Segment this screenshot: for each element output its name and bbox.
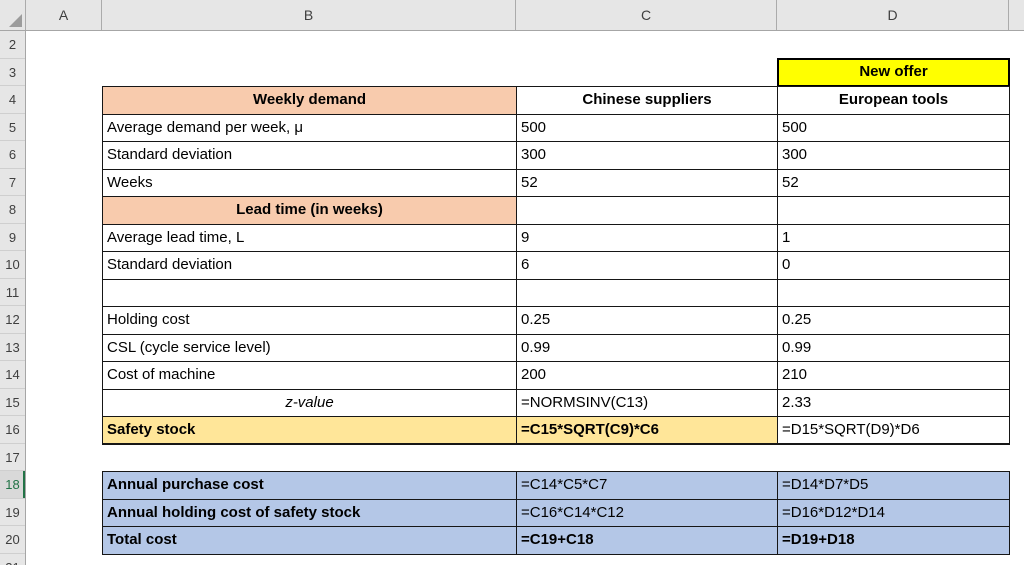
cell-c15[interactable]: =NORMSINV(C13) <box>517 389 778 417</box>
row-header-7[interactable]: 7 <box>0 169 25 196</box>
cell-c7[interactable]: 52 <box>517 169 778 197</box>
sheet-canvas: New offer Weekly demand Chinese supplier… <box>26 31 1024 565</box>
row-header-9[interactable]: 9 <box>0 224 25 251</box>
select-all-corner[interactable] <box>0 0 26 30</box>
cell-c18[interactable]: =C14*C5*C7 <box>517 472 778 500</box>
cell-b10[interactable]: Standard deviation <box>103 252 517 280</box>
row-header-21[interactable]: 21 <box>0 554 25 565</box>
cell-d9[interactable]: 1 <box>778 224 1010 252</box>
cell-d4[interactable]: European tools <box>778 87 1010 115</box>
cell-c20[interactable]: =C19+C18 <box>517 527 778 555</box>
cell-d3[interactable]: New offer <box>777 58 1010 87</box>
cell-d19[interactable]: =D16*D12*D14 <box>778 499 1010 527</box>
row-header-6[interactable]: 6 <box>0 141 25 169</box>
cell-c19[interactable]: =C16*C14*C12 <box>517 499 778 527</box>
cell-b15[interactable]: z-value <box>103 389 517 417</box>
row-header-2[interactable]: 2 <box>0 31 25 59</box>
cell-d12[interactable]: 0.25 <box>778 307 1010 335</box>
column-header-c[interactable]: C <box>516 0 777 30</box>
cell-d13[interactable]: 0.99 <box>778 334 1010 362</box>
row-header-17[interactable]: 17 <box>0 444 25 471</box>
cell-c10[interactable]: 6 <box>517 252 778 280</box>
row-header-14[interactable]: 14 <box>0 361 25 389</box>
cell-b4[interactable]: Weekly demand <box>103 87 517 115</box>
row-header-5[interactable]: 5 <box>0 114 25 141</box>
cost-summary-table: Annual purchase cost =C14*C5*C7 =D14*D7*… <box>102 471 1010 555</box>
parameters-table: Weekly demand Chinese suppliers European… <box>102 86 1010 445</box>
row-header-13[interactable]: 13 <box>0 334 25 361</box>
row-header-12[interactable]: 12 <box>0 306 25 334</box>
row-header-20[interactable]: 20 <box>0 526 25 554</box>
cell-b12[interactable]: Holding cost <box>103 307 517 335</box>
cell-b11[interactable] <box>103 279 517 307</box>
cell-b7[interactable]: Weeks <box>103 169 517 197</box>
cell-c4[interactable]: Chinese suppliers <box>517 87 778 115</box>
row-header-8[interactable]: 8 <box>0 196 25 224</box>
row-header-16[interactable]: 16 <box>0 416 25 444</box>
row-header-3[interactable]: 3 <box>0 59 25 86</box>
cell-c13[interactable]: 0.99 <box>517 334 778 362</box>
cell-d16[interactable]: =D15*SQRT(D9)*D6 <box>778 417 1010 445</box>
cell-d7[interactable]: 52 <box>778 169 1010 197</box>
cell-d6[interactable]: 300 <box>778 142 1010 170</box>
row-header-10[interactable]: 10 <box>0 251 25 279</box>
cell-c11[interactable] <box>517 279 778 307</box>
select-all-triangle-icon <box>9 14 22 27</box>
cell-d15[interactable]: 2.33 <box>778 389 1010 417</box>
column-header-filler <box>1009 0 1024 30</box>
cell-d8[interactable] <box>778 197 1010 225</box>
cell-d11[interactable] <box>778 279 1010 307</box>
column-header-d[interactable]: D <box>777 0 1009 30</box>
cell-d18[interactable]: =D14*D7*D5 <box>778 472 1010 500</box>
cell-b18[interactable]: Annual purchase cost <box>103 472 517 500</box>
cell-b13[interactable]: CSL (cycle service level) <box>103 334 517 362</box>
cell-b8[interactable]: Lead time (in weeks) <box>103 197 517 225</box>
cell-b16[interactable]: Safety stock <box>103 417 517 445</box>
cell-d14[interactable]: 210 <box>778 362 1010 390</box>
cell-c16[interactable]: =C15*SQRT(C9)*C6 <box>517 417 778 445</box>
cell-d5[interactable]: 500 <box>778 114 1010 142</box>
row-header-gutter: 2 3 4 5 6 7 8 9 10 11 12 13 14 15 16 17 … <box>0 31 26 565</box>
column-header-b[interactable]: B <box>102 0 516 30</box>
row-header-11[interactable]: 11 <box>0 279 25 306</box>
row-header-18[interactable]: 18 <box>0 471 25 499</box>
cell-b5[interactable]: Average demand per week, μ <box>103 114 517 142</box>
cell-b19[interactable]: Annual holding cost of safety stock <box>103 499 517 527</box>
cell-c9[interactable]: 9 <box>517 224 778 252</box>
cell-c8[interactable] <box>517 197 778 225</box>
cell-d10[interactable]: 0 <box>778 252 1010 280</box>
cell-c14[interactable]: 200 <box>517 362 778 390</box>
cell-b20[interactable]: Total cost <box>103 527 517 555</box>
row-header-19[interactable]: 19 <box>0 499 25 526</box>
cell-d20[interactable]: =D19+D18 <box>778 527 1010 555</box>
cell-c12[interactable]: 0.25 <box>517 307 778 335</box>
cell-b6[interactable]: Standard deviation <box>103 142 517 170</box>
cell-c6[interactable]: 300 <box>517 142 778 170</box>
column-header-a[interactable]: A <box>26 0 102 30</box>
row-header-4[interactable]: 4 <box>0 86 25 114</box>
column-header-strip: A B C D <box>0 0 1024 31</box>
row-header-15[interactable]: 15 <box>0 389 25 416</box>
cell-c5[interactable]: 500 <box>517 114 778 142</box>
cell-b9[interactable]: Average lead time, L <box>103 224 517 252</box>
cell-b14[interactable]: Cost of machine <box>103 362 517 390</box>
